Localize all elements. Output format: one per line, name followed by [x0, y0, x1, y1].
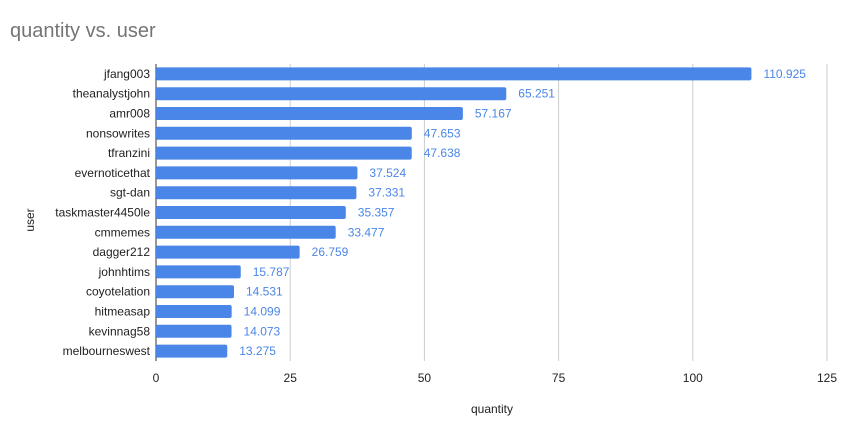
category-label: hitmeasap	[95, 305, 151, 319]
category-label: dagger212	[93, 245, 151, 259]
bar	[156, 166, 358, 180]
category-labels: jfang003 theanalystjohn amr008 nonsowrites t…	[55, 67, 150, 358]
data-label: 35.357	[358, 206, 395, 220]
x-tick-label: 75	[552, 371, 566, 385]
data-label: 110.925	[763, 67, 806, 81]
category-label: amr008	[109, 107, 150, 121]
bar	[156, 324, 232, 338]
bar	[156, 344, 228, 358]
data-label: 14.531	[246, 285, 283, 299]
x-axis-title: quantity	[471, 402, 513, 416]
data-labels: 110.925 65.251 57.167 47.653 47.638 37.524 37.…	[239, 67, 806, 358]
bar	[156, 305, 232, 318]
data-label: 26.759	[312, 245, 349, 259]
bar	[156, 265, 241, 279]
data-label: 65.251	[518, 87, 555, 101]
bar	[156, 87, 507, 101]
x-tick-label: 100	[683, 371, 703, 385]
data-label: 13.275	[239, 344, 276, 358]
category-label: theanalystjohn	[73, 87, 150, 101]
bar	[156, 107, 463, 120]
data-label: 14.099	[244, 305, 281, 319]
category-label: kevinnag58	[89, 324, 151, 338]
data-label: 57.167	[475, 107, 512, 121]
data-label: 47.653	[424, 126, 461, 140]
data-label: 14.073	[244, 324, 281, 338]
category-label: sgt-dan	[110, 186, 150, 200]
data-label: 33.477	[348, 225, 385, 239]
x-tick-labels: 0 25 50 75 100 125	[153, 371, 838, 385]
data-label: 47.638	[424, 146, 461, 160]
category-label: evernoticethat	[75, 166, 151, 180]
data-label: 37.524	[369, 166, 406, 180]
data-label: 37.331	[368, 186, 405, 200]
category-label: tfranzini	[108, 146, 150, 160]
x-tick-label: 25	[284, 371, 298, 385]
x-tick-label: 125	[817, 371, 837, 385]
chart-title: quantity vs. user	[10, 20, 156, 42]
bar	[156, 285, 235, 299]
x-tick-label: 50	[418, 371, 432, 385]
category-label: jfang003	[103, 67, 150, 81]
category-label: taskmaster4450le	[55, 206, 150, 220]
y-axis-title: user	[23, 208, 37, 231]
category-label: nonsowrites	[86, 126, 150, 140]
category-label: johnhtims	[98, 265, 150, 279]
category-label: coyotelation	[86, 285, 150, 299]
data-label: 15.787	[253, 265, 290, 279]
category-label: cmmemes	[95, 225, 150, 239]
bar	[156, 245, 300, 259]
x-tick-label: 0	[153, 371, 160, 385]
bar	[156, 225, 336, 239]
bar	[156, 126, 412, 140]
bar	[156, 206, 346, 219]
bar	[156, 186, 357, 200]
bar	[156, 67, 752, 81]
category-label: melbourneswest	[63, 344, 151, 358]
bars	[156, 67, 752, 358]
bar	[156, 146, 412, 160]
